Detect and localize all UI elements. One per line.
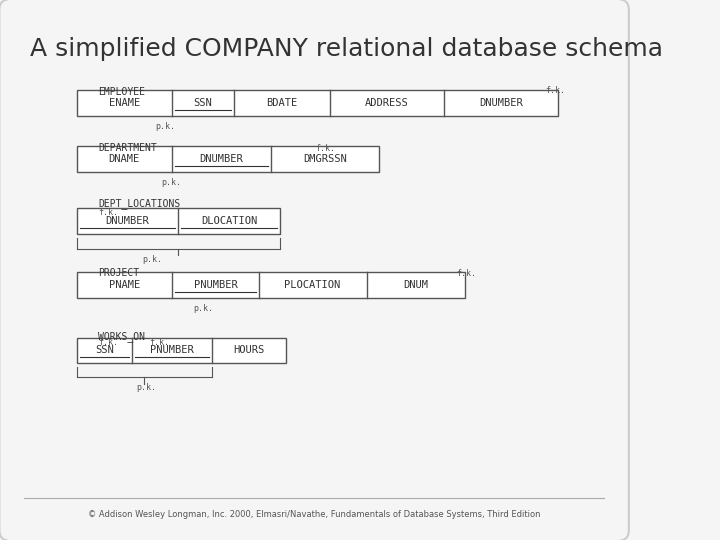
Text: A simplified COMPANY relational database schema: A simplified COMPANY relational database… [30,37,663,62]
Text: ADDRESS: ADDRESS [365,98,408,108]
Bar [76,146,379,172]
Text: BDATE: BDATE [266,98,297,108]
Text: DMGRSSN: DMGRSSN [303,154,347,164]
Text: EMPLOYEE: EMPLOYEE [98,87,145,97]
Text: DNUM: DNUM [403,280,428,290]
Text: DEPT_LOCATIONS: DEPT_LOCATIONS [98,198,181,209]
Text: DEPARTMENT: DEPARTMENT [98,143,157,153]
Text: f.k.: f.k. [456,269,476,278]
Text: f.k.: f.k. [98,338,118,347]
Text: p.k.: p.k. [161,178,181,187]
Text: SSN: SSN [194,98,212,108]
Text: f.k.: f.k. [546,85,565,94]
Text: DNUMBER: DNUMBER [199,154,243,164]
FancyBboxPatch shape [0,0,629,540]
Text: p.k.: p.k. [193,304,213,313]
Text: PNUMBER: PNUMBER [194,280,238,290]
Bar [76,90,558,116]
Text: p.k.: p.k. [142,255,162,264]
Text: f.k.: f.k. [98,208,118,217]
Text: ENAME: ENAME [109,98,140,108]
Text: p.k.: p.k. [136,383,156,391]
Text: PROJECT: PROJECT [98,268,139,278]
Text: PLOCATION: PLOCATION [284,280,341,290]
Text: © Addison Wesley Longman, Inc. 2000, Elmasri/Navathe, Fundamentals of Database S: © Addison Wesley Longman, Inc. 2000, Elm… [88,510,541,519]
Text: PNAME: PNAME [109,280,140,290]
Text: SSN: SSN [95,345,114,355]
Text: DLOCATION: DLOCATION [201,216,258,226]
Bar [76,338,287,363]
Text: DNUMBER: DNUMBER [479,98,523,108]
Text: DNAME: DNAME [109,154,140,164]
Bar [76,208,280,234]
Text: p.k.: p.k. [155,122,175,131]
Text: WORKS_ON: WORKS_ON [98,331,145,342]
Text: HOURS: HOURS [234,345,265,355]
Text: PNUMBER: PNUMBER [150,345,194,355]
Text: DNUMBER: DNUMBER [106,216,149,226]
Text: f.k.: f.k. [315,144,336,153]
Text: f.k.: f.k. [149,338,168,347]
Bar [76,272,465,298]
